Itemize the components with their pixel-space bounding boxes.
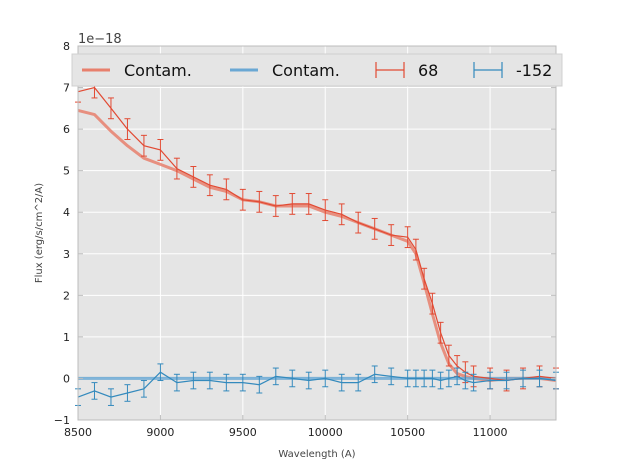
data-point-152 xyxy=(371,365,378,384)
legend-label: Contam. xyxy=(272,61,340,80)
data-point-152 xyxy=(412,369,419,388)
x-tick-label: 8500 xyxy=(64,426,92,439)
data-point-152 xyxy=(429,369,436,388)
y-tick-label: 6 xyxy=(63,123,70,136)
data-point-68 xyxy=(445,344,452,367)
data-point-152 xyxy=(338,373,345,392)
series-line-152 xyxy=(77,371,557,398)
data-point-152 xyxy=(421,369,428,388)
x-tick-label: 11000 xyxy=(473,426,508,439)
data-point-152 xyxy=(503,371,510,390)
y-tick-label: 8 xyxy=(63,40,70,53)
axis-ticks: 8500 9000 9500 10000 10500 11000 −1 0 1 2 3 4 5 6 7 8 xyxy=(54,40,556,439)
data-point-68 xyxy=(388,224,395,246)
x-tick-label: 10500 xyxy=(390,426,425,439)
data-point-68 xyxy=(190,166,197,188)
y-tick-label: 1 xyxy=(63,331,70,344)
x-tick-label: 9000 xyxy=(146,426,174,439)
legend-label: -152 xyxy=(516,61,552,80)
y-tick-label: 7 xyxy=(63,82,70,95)
data-point-152 xyxy=(239,373,246,392)
y-offset-label: 1e−18 xyxy=(78,32,122,47)
x-axis-label: Wavelength (A) xyxy=(278,449,355,460)
series-line-68 xyxy=(77,86,557,382)
data-point-68 xyxy=(371,217,378,240)
data-point-68 xyxy=(355,211,362,234)
data-point-152 xyxy=(462,371,469,390)
legend: Contam. Contam. 68 -152 xyxy=(71,53,563,87)
data-point-152 xyxy=(445,369,452,388)
legend-item: 68 xyxy=(375,61,438,80)
plot-frame xyxy=(77,45,557,421)
data-point-152 xyxy=(388,367,395,386)
legend-box xyxy=(71,53,563,87)
data-point-152 xyxy=(272,367,279,386)
data-point-68 xyxy=(272,195,279,217)
data-point-152 xyxy=(190,371,197,390)
data-point-152 xyxy=(223,373,230,392)
data-point-68 xyxy=(404,226,411,249)
data-point-152 xyxy=(289,369,296,388)
legend-label: Contam. xyxy=(124,61,192,80)
data-point-152 xyxy=(305,371,312,390)
data-point-68 xyxy=(173,157,180,180)
y-tick-label: −1 xyxy=(54,414,70,427)
data-point-152 xyxy=(536,369,543,388)
data-point-152 xyxy=(173,373,180,392)
data-point-152 xyxy=(91,382,98,400)
data-point-68 xyxy=(256,190,263,213)
data-point-68 xyxy=(412,238,419,261)
data-point-68 xyxy=(305,193,312,215)
data-point-152 xyxy=(140,380,147,398)
data-point-152 xyxy=(454,367,461,386)
y-axis-label: Flux (erg/s/cm^2/A) xyxy=(34,183,45,283)
data-point-152 xyxy=(124,384,131,402)
y-tick-label: 5 xyxy=(63,165,70,178)
y-tick-label: 4 xyxy=(63,206,70,219)
data-point-68 xyxy=(338,203,345,226)
y-tick-label: 0 xyxy=(63,372,70,385)
data-point-68 xyxy=(289,193,296,215)
legend-item: Contam. xyxy=(230,61,340,80)
contam-lines xyxy=(77,108,557,382)
data-point-68 xyxy=(322,199,329,222)
data-point-68 xyxy=(437,321,444,344)
data-point-152 xyxy=(404,369,411,388)
data-point-68 xyxy=(157,139,164,161)
x-tick-label: 9500 xyxy=(229,426,257,439)
data-point-68 xyxy=(107,97,114,120)
data-point-152 xyxy=(157,363,164,382)
x-tick-label: 10000 xyxy=(308,426,343,439)
data-point-152 xyxy=(355,373,362,392)
data-point-68 xyxy=(429,292,436,315)
data-point-68 xyxy=(421,267,428,290)
data-point-152 xyxy=(470,373,477,392)
data-point-68 xyxy=(140,134,147,157)
data-point-152 xyxy=(256,375,263,394)
data-point-68 xyxy=(206,174,213,197)
data-point-152 xyxy=(206,371,213,390)
legend-item: -152 xyxy=(473,61,552,80)
y-tick-label: 3 xyxy=(63,248,70,261)
data-point-152 xyxy=(520,369,527,388)
legend-label: 68 xyxy=(418,61,438,80)
legend-item: Contam. xyxy=(82,61,192,80)
data-point-68 xyxy=(223,178,230,201)
data-point-152 xyxy=(437,371,444,390)
plot-area xyxy=(78,46,556,420)
data-point-68 xyxy=(124,118,131,140)
data-point-152 xyxy=(322,369,329,388)
y-tick-label: 2 xyxy=(63,289,70,302)
data-point-152 xyxy=(107,388,114,406)
data-point-152 xyxy=(487,371,494,390)
data-point-68 xyxy=(239,188,246,211)
